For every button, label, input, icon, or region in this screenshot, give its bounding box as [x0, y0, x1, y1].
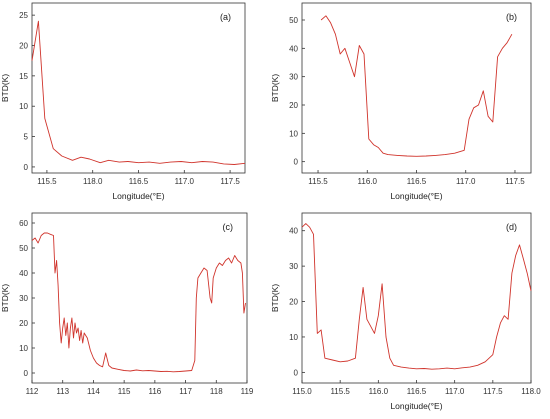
y-tick-label: 40: [289, 44, 298, 53]
y-tick-label: 40: [289, 227, 298, 236]
y-tick-label: 15: [19, 72, 28, 81]
series-line-1: [301, 223, 532, 370]
plot-frame: [31, 2, 246, 174]
x-axis-title: Longitude(°E): [112, 191, 164, 201]
x-tick-label: 116: [148, 387, 161, 396]
plot-frame: [31, 212, 248, 384]
panel-label: (d): [506, 222, 517, 232]
y-tick-label: 20: [19, 42, 28, 51]
x-tick-label: 118: [210, 387, 223, 396]
x-tick-label: 116.5: [407, 387, 427, 396]
y-tick-label: 0: [24, 163, 29, 172]
x-tick-label: 115.0: [292, 387, 312, 396]
x-tick-label: 115: [118, 387, 131, 396]
x-tick-label: 116.0: [369, 387, 389, 396]
x-tick-label: 118.0: [521, 387, 541, 396]
y-tick-label: 60: [19, 219, 28, 228]
x-tick-label: 116.5: [407, 177, 427, 186]
x-tick-label: 116.0: [358, 177, 378, 186]
x-tick-label: 117.5: [505, 177, 525, 186]
chart-panel-2: 0 10 20 30 40 50 115.5 116.0 116.5 117.0 117.5 (b) B…: [270, 2, 532, 201]
y-tick-label: 20: [289, 298, 298, 307]
x-tick-label: 117.0: [445, 387, 465, 396]
x-tick-label: 117.5: [220, 177, 240, 186]
plot-frame: [301, 212, 532, 384]
y-tick-label: 5: [24, 133, 29, 142]
y-tick-label: 40: [19, 269, 28, 278]
panel-label: (a): [220, 12, 231, 22]
y-tick-label: 30: [19, 294, 28, 303]
y-axis-title: BTD(K): [0, 74, 10, 103]
y-axis-title: BTD(K): [270, 284, 280, 313]
y-tick-label: 30: [289, 73, 298, 82]
chart-panel-3: 0 10 20 30 40 50 60 112 113 114 115 116 117 118 119 (c)…: [0, 212, 254, 396]
x-tick-label: 112: [26, 387, 39, 396]
x-tick-label: 115.5: [308, 177, 328, 186]
y-tick-label: 10: [289, 333, 298, 342]
y-tick-label: 10: [19, 102, 28, 111]
x-tick-label: 117: [179, 387, 192, 396]
x-tick-label: 119: [241, 387, 254, 396]
plot-frame: [301, 2, 532, 174]
panel-label: (b): [506, 12, 517, 22]
y-tick-label: 50: [289, 16, 298, 25]
y-tick-label: 50: [19, 244, 28, 253]
y-axis-title: BTD(K): [0, 284, 10, 313]
chart-panel-4: 0 10 20 30 40 115.0 115.5 116.0 116.5 117.0 117.5 1…: [270, 212, 541, 411]
y-tick-label: 10: [19, 344, 28, 353]
y-tick-label: 0: [294, 368, 299, 377]
y-tick-label: 20: [289, 101, 298, 110]
x-tick-label: 115.5: [37, 177, 57, 186]
y-tick-label: 20: [19, 319, 28, 328]
y-axis-title: BTD(K): [270, 74, 280, 103]
y-tick-label: 0: [294, 158, 299, 167]
x-tick-label: 117.5: [483, 387, 503, 396]
series-line-1: [31, 232, 246, 373]
x-tick-label: 116.5: [129, 177, 149, 186]
y-tick-label: 10: [289, 129, 298, 138]
series-line-1: [31, 20, 246, 165]
x-tick-label: 113: [56, 387, 69, 396]
x-tick-label: 117.0: [456, 177, 476, 186]
x-tick-label: 117.0: [175, 177, 195, 186]
y-tick-label: 0: [24, 369, 29, 378]
y-tick-label: 30: [289, 262, 298, 271]
chart-panel-1: 0 5 10 15 20 25 115.5 118.0 116.5 117.0 117.5 (a) BT…: [0, 2, 246, 201]
series-line-1: [320, 15, 513, 157]
x-axis-title: Longitude(°E): [390, 401, 442, 411]
y-tick-label: 25: [19, 11, 28, 20]
x-tick-label: 118.0: [83, 177, 103, 186]
panel-label: (c): [223, 222, 234, 232]
x-axis-title: Longitude(°E): [390, 191, 442, 201]
x-tick-label: 115.5: [330, 387, 350, 396]
x-tick-label: 114: [87, 387, 100, 396]
